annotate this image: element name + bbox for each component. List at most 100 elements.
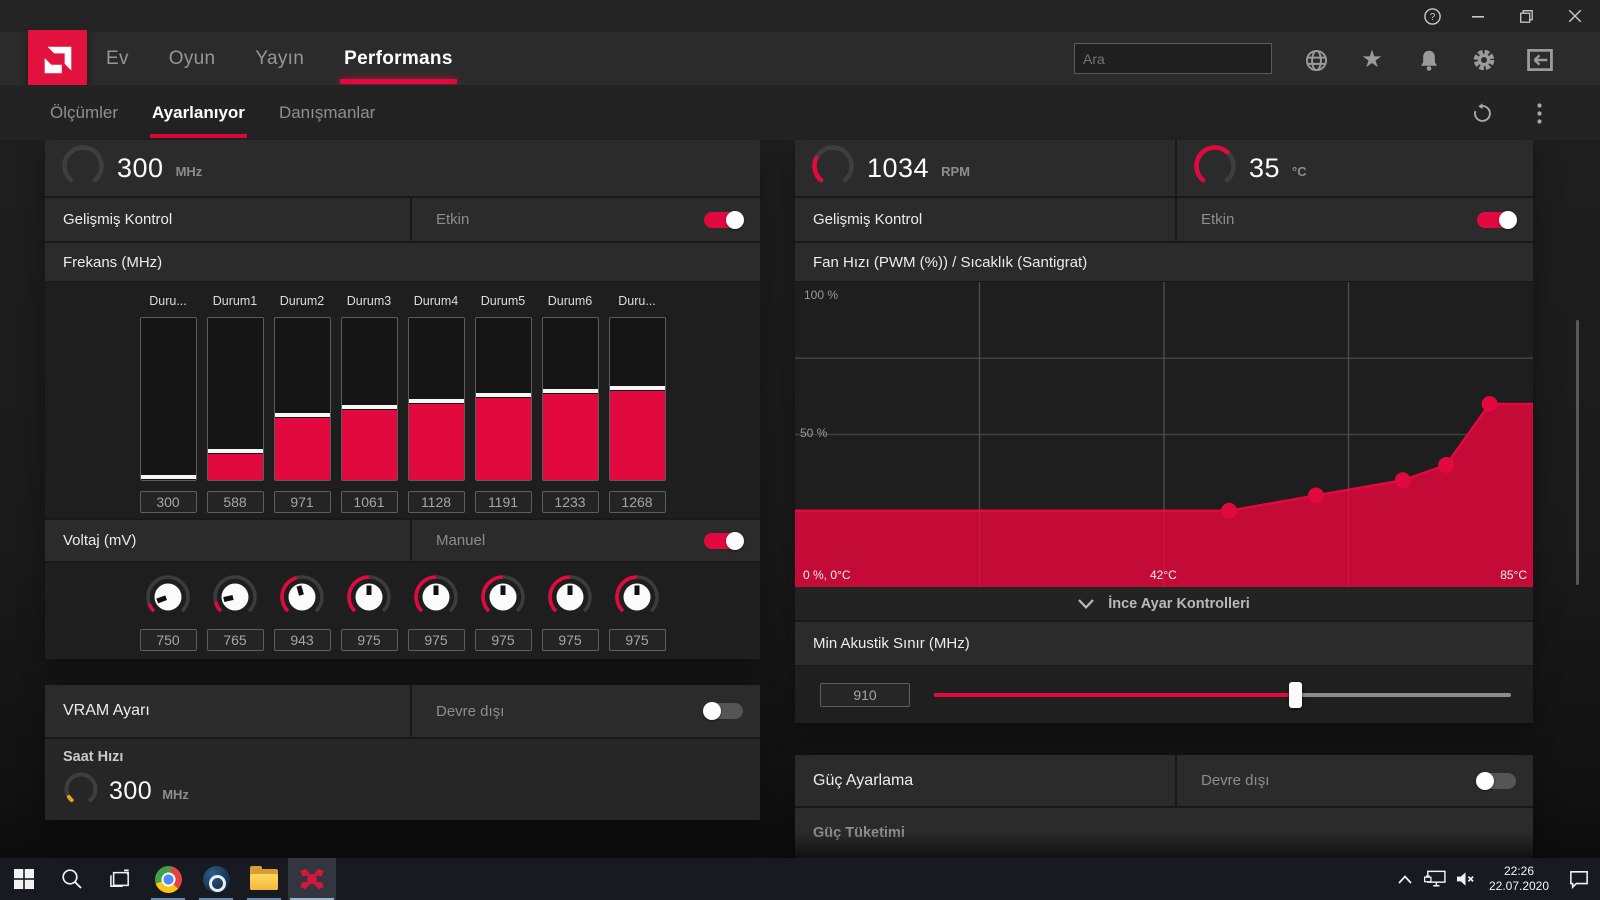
minimize-button[interactable]: [1455, 0, 1501, 32]
close-button[interactable]: [1552, 0, 1598, 32]
y-axis-label-100: 100 %: [804, 288, 839, 302]
fan-curve-point[interactable]: [1481, 396, 1498, 412]
voltage-value-box[interactable]: 765: [206, 629, 264, 651]
scrollbar-thumb[interactable]: [1576, 320, 1579, 585]
nav-tab-oyun[interactable]: Oyun: [168, 47, 216, 69]
freq-state-bar[interactable]: [206, 317, 264, 481]
freq-state-bar[interactable]: [608, 317, 666, 481]
voltage-knob[interactable]: [345, 573, 393, 621]
freq-bar-cap[interactable]: [475, 393, 531, 397]
slider-handle[interactable]: [1288, 681, 1302, 708]
freq-state-bar[interactable]: [407, 317, 465, 481]
voltage-toggle[interactable]: [704, 531, 744, 550]
freq-bar-cap[interactable]: [341, 405, 397, 409]
settings-gear-icon[interactable]: [1471, 47, 1497, 73]
freq-value-box[interactable]: 971: [273, 491, 331, 513]
freq-state-bar[interactable]: [273, 317, 331, 481]
nav-tab-ev[interactable]: Ev: [106, 47, 129, 69]
collapse-panel-icon[interactable]: [1527, 47, 1553, 73]
freq-bar-fill: [207, 454, 263, 480]
voltage-value-box[interactable]: 975: [407, 629, 465, 651]
nav-tab-performans[interactable]: Performans: [340, 34, 457, 84]
network-icon[interactable]: [1420, 858, 1450, 900]
fan-advanced-toggle[interactable]: [1477, 210, 1517, 229]
fan-speed-unit: RPM: [941, 163, 970, 179]
power-toggle[interactable]: [1476, 771, 1516, 790]
fan-curve-point[interactable]: [1221, 502, 1238, 519]
freq-value-box[interactable]: 1061: [340, 491, 398, 513]
freq-value-box[interactable]: 1268: [608, 491, 666, 513]
voltage-value-box[interactable]: 975: [340, 629, 398, 651]
action-center-icon[interactable]: [1558, 858, 1600, 900]
power-label-cell: Güç Ayarlama: [795, 755, 1175, 806]
fan-curve-point[interactable]: [1438, 457, 1455, 473]
vram-toggle[interactable]: [703, 702, 743, 720]
favorites-star-icon[interactable]: ★: [1361, 46, 1383, 73]
taskbar-clock[interactable]: 22:26 22.07.2020: [1480, 864, 1558, 894]
voltage-knob[interactable]: [613, 573, 661, 621]
freq-value-box[interactable]: 1128: [407, 491, 465, 513]
taskbar-steam[interactable]: [192, 858, 240, 900]
voltage-value-box[interactable]: 750: [139, 629, 197, 651]
voltage-knob[interactable]: [211, 573, 259, 621]
hidden-icons-chevron[interactable]: [1390, 858, 1420, 900]
nav-tab-yay-n[interactable]: Yayın: [255, 47, 305, 69]
search-input[interactable]: [1075, 50, 1272, 67]
freq-bar-cap[interactable]: [542, 389, 598, 393]
freq-bar-cap[interactable]: [609, 386, 665, 390]
voltage-state: Manuel: [436, 532, 486, 549]
subnav-tab-dan-manlar[interactable]: Danışmanlar: [278, 102, 376, 122]
taskbar-chrome[interactable]: [144, 858, 192, 900]
voltage-knob-column: 975: [340, 573, 398, 651]
voltage-value-box[interactable]: 975: [474, 629, 532, 651]
freq-bar-cap[interactable]: [274, 413, 330, 417]
voltage-knob[interactable]: [412, 573, 460, 621]
freq-state-bar[interactable]: [541, 317, 599, 481]
voltage-knob[interactable]: [278, 573, 326, 621]
advanced-control-toggle[interactable]: [704, 210, 744, 229]
web-globe-icon[interactable]: [1303, 47, 1329, 73]
freq-state-bar[interactable]: [139, 317, 197, 481]
freq-value-box[interactable]: 588: [206, 491, 264, 513]
taskbar-file-explorer[interactable]: [240, 858, 288, 900]
volume-muted-icon[interactable]: [1450, 858, 1480, 900]
subnav-tab-ayarlan-yor[interactable]: Ayarlanıyor: [150, 87, 247, 139]
voltage-knob[interactable]: [546, 573, 594, 621]
fan-curve-point[interactable]: [1394, 472, 1411, 489]
min-acoustic-value-box[interactable]: 910: [820, 682, 910, 707]
help-button[interactable]: ?: [1409, 0, 1455, 32]
taskbar-amd-radeon[interactable]: [288, 858, 336, 900]
close-icon: [1569, 10, 1581, 22]
voltage-value-box[interactable]: 975: [608, 629, 666, 651]
freq-state-bar[interactable]: [340, 317, 398, 481]
subnav-tab--l-mler[interactable]: Ölçümler: [50, 102, 119, 122]
reset-icon[interactable]: [1470, 101, 1494, 125]
freq-value-box[interactable]: 300: [139, 491, 197, 513]
fan-advanced-label-cell: Gelişmiş Kontrol: [795, 198, 1175, 241]
amd-logo[interactable]: [28, 30, 87, 89]
restore-button[interactable]: [1503, 0, 1549, 32]
freq-state-bar[interactable]: [474, 317, 532, 481]
more-options-kebab-icon[interactable]: [1527, 101, 1551, 125]
freq-value-box[interactable]: 1191: [474, 491, 532, 513]
power-state: Devre dışı: [1201, 772, 1270, 789]
voltage-value-box[interactable]: 975: [541, 629, 599, 651]
start-button[interactable]: [0, 858, 48, 900]
fan-curve-point[interactable]: [1307, 487, 1324, 504]
voltage-knob[interactable]: [144, 573, 192, 621]
min-acoustic-slider[interactable]: [934, 681, 1511, 708]
freq-bar-cap[interactable]: [207, 449, 263, 453]
fine-tuning-expander[interactable]: İnce Ayar Kontrolleri: [795, 587, 1533, 620]
fan-curve-chart[interactable]: 100 % 50 % 0 %, 0°C 42°C 85°C: [795, 282, 1533, 587]
voltage-knob[interactable]: [479, 573, 527, 621]
amd-radeon-icon: [300, 868, 324, 890]
task-view-button[interactable]: [96, 858, 144, 900]
freq-value-box[interactable]: 1233: [541, 491, 599, 513]
freq-bar-cap[interactable]: [140, 475, 196, 479]
voltage-value-box[interactable]: 943: [273, 629, 331, 651]
search-box[interactable]: [1074, 43, 1272, 74]
taskbar-search-button[interactable]: [48, 858, 96, 900]
freq-bar-cap[interactable]: [408, 399, 464, 403]
slider-fill: [934, 692, 1295, 697]
notifications-bell-icon[interactable]: [1416, 47, 1442, 73]
